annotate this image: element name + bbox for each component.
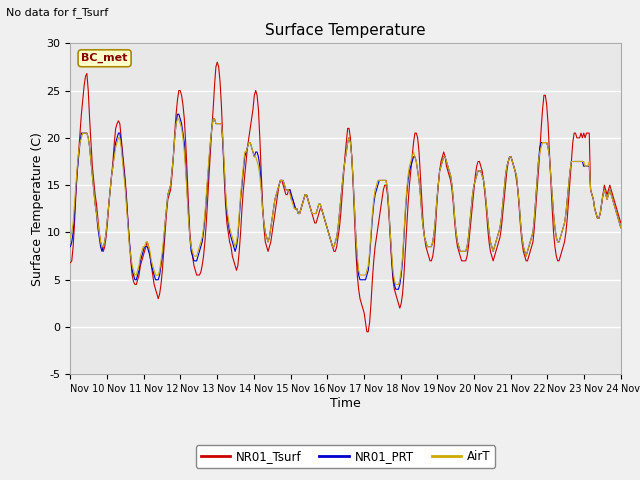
Title: Surface Temperature: Surface Temperature [266,23,426,38]
NR01_PRT [392,287,399,292]
AirT [414,168,422,174]
AirT [173,116,181,122]
NR01_Tsurf [135,272,143,278]
NR01_PRT [617,225,625,230]
NR01_PRT [135,267,143,273]
NR01_PRT [173,111,181,117]
AirT [617,225,625,230]
Text: BC_met: BC_met [81,53,128,63]
NR01_Tsurf [362,320,369,325]
AirT [558,229,566,235]
Line: NR01_PRT: NR01_PRT [70,114,621,289]
NR01_Tsurf [414,135,422,141]
AirT [521,249,529,254]
AirT [392,282,399,288]
Line: NR01_Tsurf: NR01_Tsurf [70,62,621,332]
NR01_PRT [353,258,361,264]
NR01_PRT [558,229,566,235]
NR01_Tsurf [353,272,361,278]
NR01_Tsurf [67,260,74,265]
AirT [135,263,143,268]
NR01_Tsurf [363,329,371,335]
AirT [362,272,369,278]
NR01_PRT [414,168,422,174]
NR01_Tsurf [617,220,625,226]
Legend: NR01_Tsurf, NR01_PRT, AirT: NR01_Tsurf, NR01_PRT, AirT [196,445,495,468]
NR01_PRT [521,249,529,254]
NR01_Tsurf [521,253,529,259]
NR01_Tsurf [213,59,221,65]
AirT [67,234,74,240]
Text: No data for f_Tsurf: No data for f_Tsurf [6,7,109,18]
X-axis label: Time: Time [330,397,361,410]
Y-axis label: Surface Temperature (C): Surface Temperature (C) [31,132,44,286]
NR01_Tsurf [558,249,566,254]
AirT [353,253,361,259]
Line: AirT: AirT [70,119,621,285]
NR01_PRT [362,277,369,283]
NR01_PRT [67,244,74,250]
